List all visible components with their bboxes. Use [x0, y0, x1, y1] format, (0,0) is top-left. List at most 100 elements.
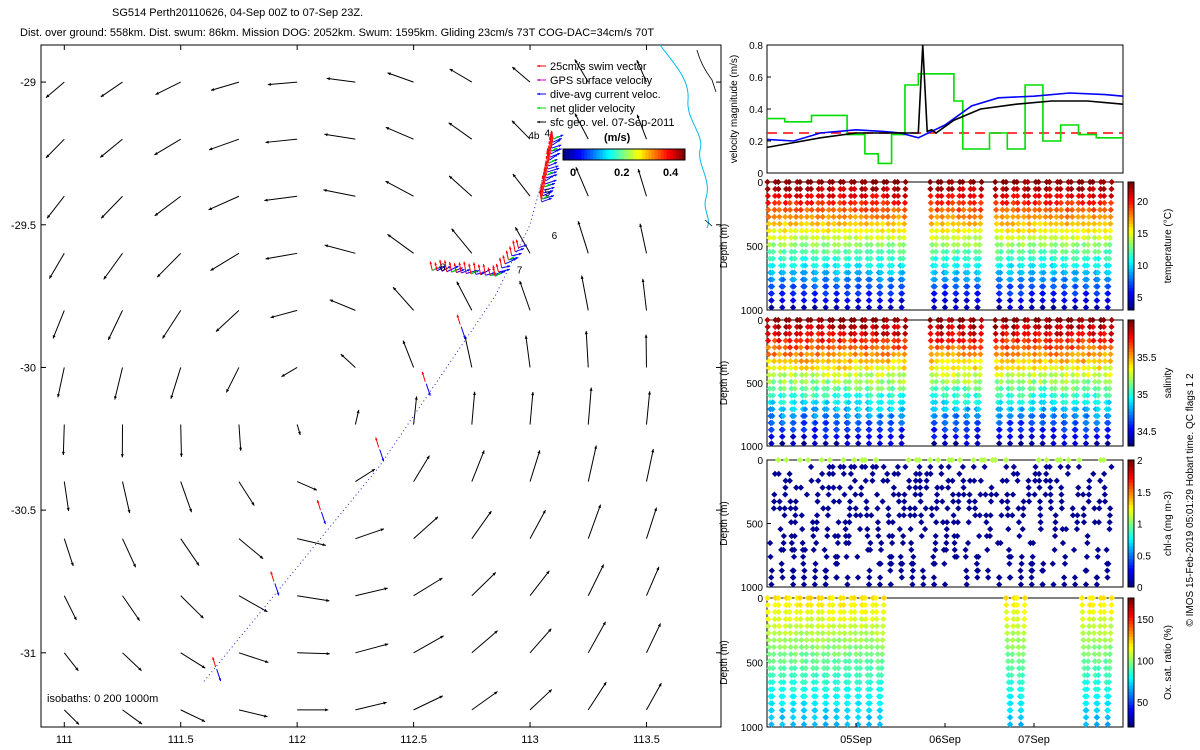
profile-ytick-label: 0: [757, 456, 763, 467]
profile-sample: [777, 672, 784, 679]
profile-sample: [855, 707, 862, 714]
profile-sample: [831, 378, 838, 385]
profile-sample: [809, 665, 817, 672]
geostrophic-vector-head: [264, 198, 268, 202]
profile-sample: [851, 594, 858, 602]
swim-vector-head: [515, 239, 519, 243]
profile-sample: [1064, 185, 1072, 193]
profile-sample: [1041, 378, 1048, 385]
swim-vector-head: [492, 267, 495, 271]
profile-sample: [855, 714, 862, 721]
profile-sample: [834, 539, 841, 547]
profile-sample: [801, 269, 809, 276]
profile-sample: [1043, 456, 1050, 464]
colorbar-cell: [1128, 507, 1134, 512]
profile-sample: [840, 337, 848, 344]
profile-sample: [1053, 330, 1061, 337]
profile-sample: [1103, 546, 1110, 553]
profile-sample: [960, 337, 967, 344]
colorbar-tick-label: 35: [1137, 390, 1149, 401]
profile-sample: [927, 323, 934, 330]
profile-sample: [1096, 213, 1103, 220]
profile-sample: [792, 651, 799, 658]
profile-sample: [1061, 560, 1069, 567]
profile-sample: [1021, 615, 1028, 623]
current-vector-head: [556, 149, 560, 152]
profile-sample: [788, 532, 795, 540]
profile-sample: [1025, 477, 1032, 484]
profile-sample: [1108, 330, 1115, 337]
profile-sample: [879, 651, 886, 658]
current-vector-head: [550, 175, 554, 178]
profile-sample: [1100, 316, 1107, 324]
profile-sample: [878, 378, 886, 385]
profile-sample: [1039, 426, 1047, 433]
profile-sample: [888, 560, 895, 567]
profile-sample: [899, 539, 907, 547]
profile-sample: [1037, 371, 1044, 378]
profile-sample: [812, 419, 819, 427]
profile-sample: [802, 665, 809, 672]
profile-sample: [1007, 574, 1014, 581]
profile-sample: [852, 651, 860, 658]
profile-sample: [824, 672, 831, 679]
profile-sample: [1017, 581, 1025, 588]
profile-sample: [1047, 505, 1055, 512]
geostrophic-vector: [645, 448, 654, 482]
geostrophic-vector: [413, 635, 444, 654]
profile-sample: [779, 433, 786, 440]
profile-sample: [931, 433, 938, 440]
colorbar-cell: [1128, 265, 1134, 269]
profile-sample: [1106, 371, 1114, 378]
profile-sample: [830, 351, 837, 358]
colorbar-cell: [1128, 290, 1134, 295]
profile-sample: [1051, 406, 1058, 413]
profile-sample: [781, 378, 788, 385]
profile-sample: [1053, 199, 1060, 207]
current-vector-head: [463, 335, 466, 339]
profile-sample: [820, 658, 827, 665]
current-vector-head: [428, 392, 431, 396]
map-colorbar-tick: 0.2: [614, 167, 629, 179]
profile-sample: [1051, 546, 1058, 553]
profile-sample: [826, 608, 833, 616]
profile-sample: [1091, 234, 1098, 241]
profile-sample: [953, 419, 960, 427]
profile-sample: [1080, 227, 1087, 234]
colorbar-cell: [1128, 194, 1134, 199]
profile-sample: [814, 637, 821, 644]
profile-sample: [858, 601, 866, 609]
profile-sample: [880, 323, 887, 330]
profile-sample: [1035, 456, 1042, 464]
profile-sample: [1095, 234, 1103, 241]
profile-sample: [1091, 644, 1098, 651]
profile-sample: [1061, 419, 1069, 427]
profile-sample: [1096, 344, 1104, 351]
track-vectors: [212, 130, 564, 682]
profile-sample: [766, 392, 774, 399]
colorbar-cell: [1128, 332, 1134, 337]
profile-sample: [834, 419, 841, 427]
profile-sample: [1100, 456, 1107, 464]
profile-sample: [840, 594, 847, 602]
geostrophic-vector-head: [481, 450, 485, 454]
profile-sample: [845, 392, 853, 399]
day-marker: 4: [545, 128, 551, 139]
colorbar-cell: [1128, 233, 1134, 237]
profile-sample: [834, 283, 841, 290]
profile-sample: [845, 686, 852, 693]
profile-sample: [1101, 491, 1108, 498]
profile-sample: [770, 378, 777, 385]
geostrophic-vector-head: [537, 450, 541, 454]
profile-sample: [809, 519, 816, 526]
colorbar-cell: [1128, 627, 1134, 631]
colorbar-cell: [1128, 281, 1134, 285]
map-panel: 111 111.5 112 112.5 113 113.5-29-29.5-30-30.5…: [11, 44, 722, 746]
geostrophic-vector-head: [264, 714, 268, 718]
profile-sample: [1102, 644, 1109, 651]
profile-sample: [856, 665, 864, 672]
profile-sample: [868, 630, 876, 637]
colorbar-cell: [1128, 303, 1134, 308]
colorbar-cell: [1128, 485, 1134, 490]
